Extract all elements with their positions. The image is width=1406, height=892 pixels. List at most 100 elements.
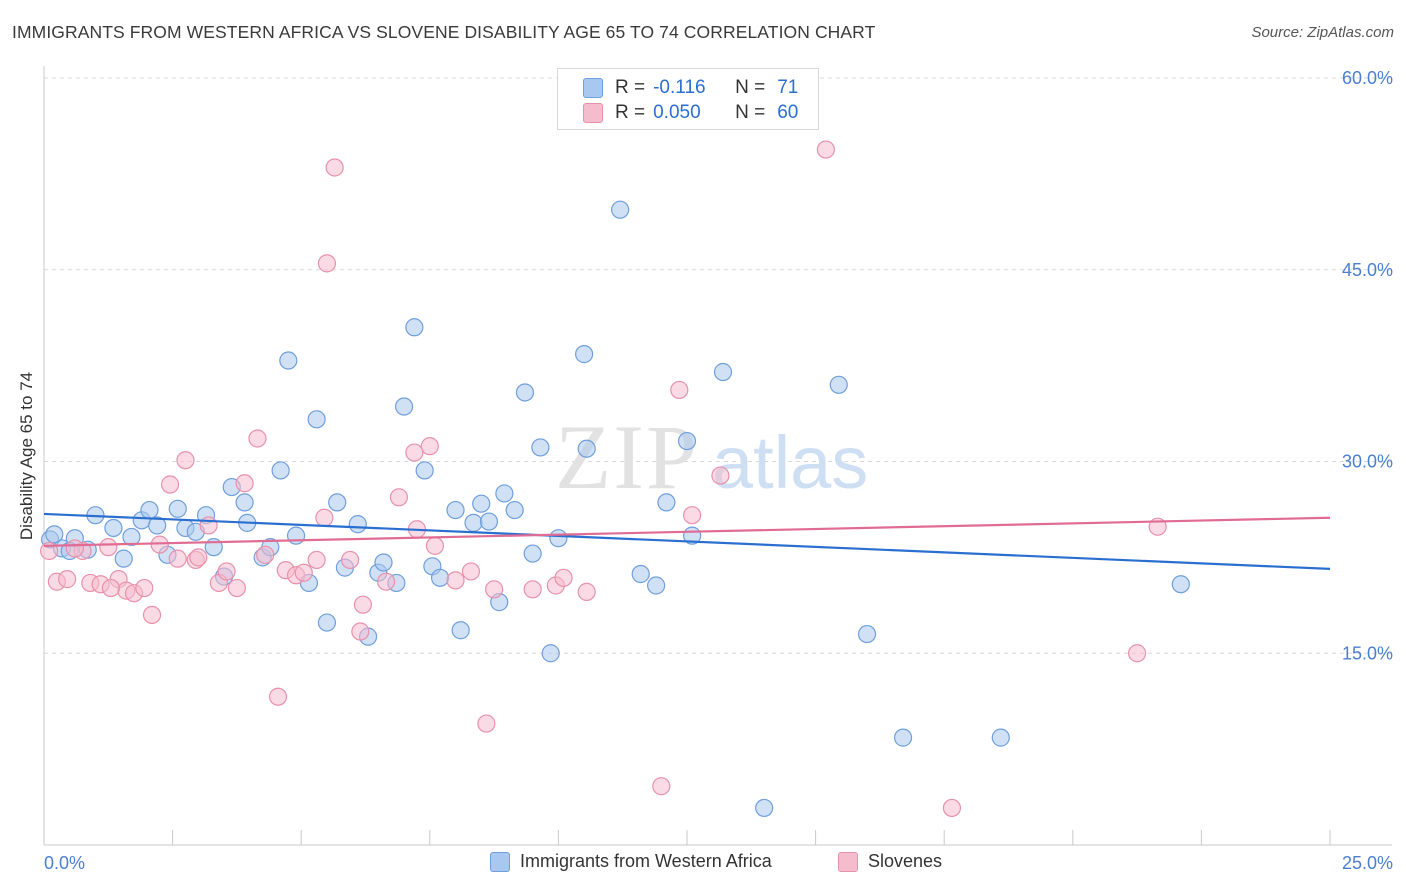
point-western-africa <box>235 493 254 512</box>
point-slovenes <box>376 572 396 591</box>
point-slovenes <box>99 538 118 557</box>
point-slovenes <box>554 568 573 587</box>
point-western-africa <box>857 624 877 644</box>
point-slovenes <box>58 570 77 589</box>
point-western-africa <box>405 318 424 337</box>
point-western-africa <box>317 613 337 632</box>
point-western-africa <box>893 728 913 747</box>
y-tick-label: 60.0% <box>1342 68 1393 88</box>
point-slovenes <box>405 443 424 462</box>
point-western-africa <box>114 549 133 568</box>
point-slovenes <box>1127 644 1147 663</box>
point-slovenes <box>227 578 246 598</box>
point-western-africa <box>394 397 414 416</box>
trendline-western-africa <box>43 512 1331 570</box>
point-slovenes <box>317 254 337 273</box>
point-slovenes <box>425 536 445 555</box>
point-western-africa <box>531 438 550 457</box>
legend-label-western-africa: Immigrants from Western Africa <box>520 851 772 871</box>
r-label-pink: R = <box>615 102 646 123</box>
point-slovenes <box>256 545 275 564</box>
point-western-africa <box>631 564 650 584</box>
point-slovenes <box>248 429 267 448</box>
n-label-blue: N = <box>735 77 766 98</box>
point-slovenes <box>189 548 208 567</box>
point-slovenes <box>168 549 187 568</box>
legend-swatch-blue <box>583 78 603 98</box>
stats-legend: R = -0.116 N = 71 R = 0.050 N = 60 <box>557 68 819 130</box>
point-western-africa <box>140 500 159 520</box>
point-slovenes <box>217 562 236 581</box>
point-western-africa <box>549 529 568 548</box>
n-label-pink: N = <box>735 102 766 123</box>
point-western-africa <box>374 553 393 572</box>
point-slovenes <box>176 451 195 470</box>
point-western-africa <box>104 518 123 538</box>
point-western-africa <box>328 493 347 512</box>
point-slovenes <box>711 466 730 485</box>
r-label-blue: R = <box>615 77 646 98</box>
y-tick-label: 15.0% <box>1342 643 1393 663</box>
stats-row-blue: R = -0.116 N = 71 <box>583 77 798 99</box>
point-slovenes <box>351 622 370 641</box>
point-slovenes <box>652 777 671 796</box>
point-slovenes <box>446 571 465 590</box>
point-western-africa <box>541 644 560 663</box>
points-layer <box>40 140 1190 818</box>
point-slovenes <box>307 550 326 570</box>
legend-swatch-pink <box>583 103 603 123</box>
point-western-africa <box>647 576 666 595</box>
watermark-zip: ZIP <box>555 406 699 508</box>
point-western-africa <box>307 410 326 429</box>
r-value-pink: 0.050 <box>653 102 701 123</box>
stats-row-pink: R = 0.050 N = 60 <box>583 102 798 124</box>
point-slovenes <box>477 714 496 733</box>
point-slovenes <box>150 535 169 554</box>
point-western-africa <box>430 568 450 587</box>
point-western-africa <box>446 500 465 520</box>
point-slovenes <box>485 580 504 599</box>
point-slovenes <box>199 516 218 535</box>
point-western-africa <box>451 621 470 640</box>
point-western-africa <box>279 351 298 370</box>
point-western-africa <box>286 526 306 545</box>
point-slovenes <box>65 539 84 558</box>
point-western-africa <box>1171 575 1190 594</box>
point-western-africa <box>677 431 697 451</box>
watermark: ZIP atlas <box>555 406 868 508</box>
trend-layer <box>43 512 1331 570</box>
y-tick-label: 30.0% <box>1342 452 1393 472</box>
grid-layer <box>44 77 1392 654</box>
point-western-africa <box>168 499 187 518</box>
point-slovenes <box>420 437 439 456</box>
legend-item-slovenes: Slovenes <box>838 851 942 872</box>
trendline-slovenes <box>43 516 1331 547</box>
point-western-africa <box>415 461 434 480</box>
point-western-africa <box>713 362 733 382</box>
y-tick-label: 45.0% <box>1342 260 1393 280</box>
r-value-blue: -0.116 <box>653 77 706 98</box>
point-slovenes <box>461 562 481 581</box>
point-slovenes <box>577 582 596 601</box>
x-tick-label-min: 0.0% <box>44 853 85 873</box>
point-slovenes <box>235 474 254 493</box>
point-western-africa <box>271 461 290 480</box>
watermark-atlas: atlas <box>712 421 868 504</box>
point-slovenes <box>816 140 835 159</box>
point-slovenes <box>160 475 180 494</box>
point-western-africa <box>45 525 64 544</box>
point-slovenes <box>101 578 120 598</box>
point-western-africa <box>464 513 483 532</box>
point-western-africa <box>479 512 499 531</box>
point-western-africa <box>523 544 542 563</box>
legend-item-western-africa: Immigrants from Western Africa <box>490 851 772 872</box>
point-slovenes <box>389 488 409 507</box>
point-western-africa <box>991 728 1010 747</box>
point-slovenes <box>523 580 542 599</box>
point-slovenes <box>135 578 154 598</box>
point-slovenes <box>142 605 162 625</box>
axis-layer: 15.0% 30.0% 45.0% 60.0% 0.0% 25.0% <box>43 66 1393 873</box>
legend-swatch-slovenes <box>838 851 858 872</box>
point-western-africa <box>505 500 524 520</box>
